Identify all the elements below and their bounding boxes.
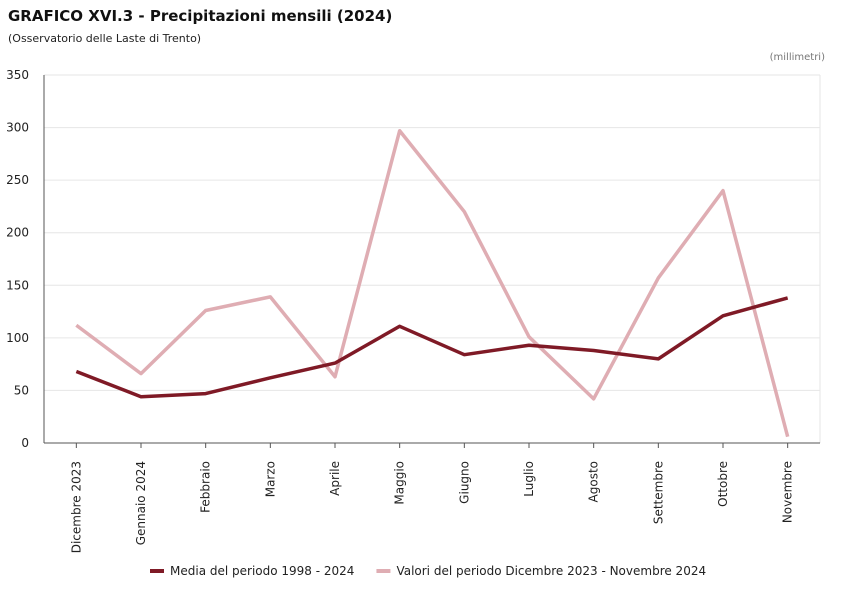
y-tick-label: 50 (14, 383, 29, 397)
x-tick-label: Novembre (781, 461, 795, 523)
chart-title: GRAFICO XVI.3 - Precipitazioni mensili (… (8, 7, 392, 25)
chart-subtitle: (Osservatorio delle Laste di Trento) (8, 32, 201, 45)
y-tick-label: 250 (6, 173, 29, 187)
x-tick-label: Gennaio 2024 (134, 461, 148, 545)
y-tick-label: 350 (6, 68, 29, 82)
y-tick-label: 150 (6, 278, 29, 292)
x-tick-label: Settembre (651, 461, 665, 524)
x-tick-label: Febbraio (199, 461, 213, 513)
y-unit: (millimetri) (770, 52, 825, 63)
series-line (75, 128, 790, 438)
x-tick-label: Aprile (328, 461, 342, 496)
x-tick-label: Maggio (393, 461, 407, 505)
legend-label: Valori del periodo Dicembre 2023 - Novem… (396, 564, 706, 578)
x-tick-label: Dicembre 2023 (69, 461, 83, 553)
x-tick-label: Giugno (457, 461, 471, 504)
x-tick-label: Marzo (263, 461, 277, 497)
legend: Media del periodo 1998 - 2024 Valori del … (150, 564, 706, 578)
x-tick-label: Ottobre (716, 461, 730, 507)
x-tick-label: Luglio (522, 461, 536, 497)
series-line (75, 296, 789, 399)
y-tick-label: 300 (6, 121, 29, 135)
y-tick-label: 0 (21, 436, 29, 450)
x-tick-label: Agosto (587, 461, 601, 502)
y-tick-label: 200 (6, 226, 29, 240)
legend-label: Media del periodo 1998 - 2024 (170, 564, 354, 578)
y-tick-label: 100 (6, 331, 29, 345)
